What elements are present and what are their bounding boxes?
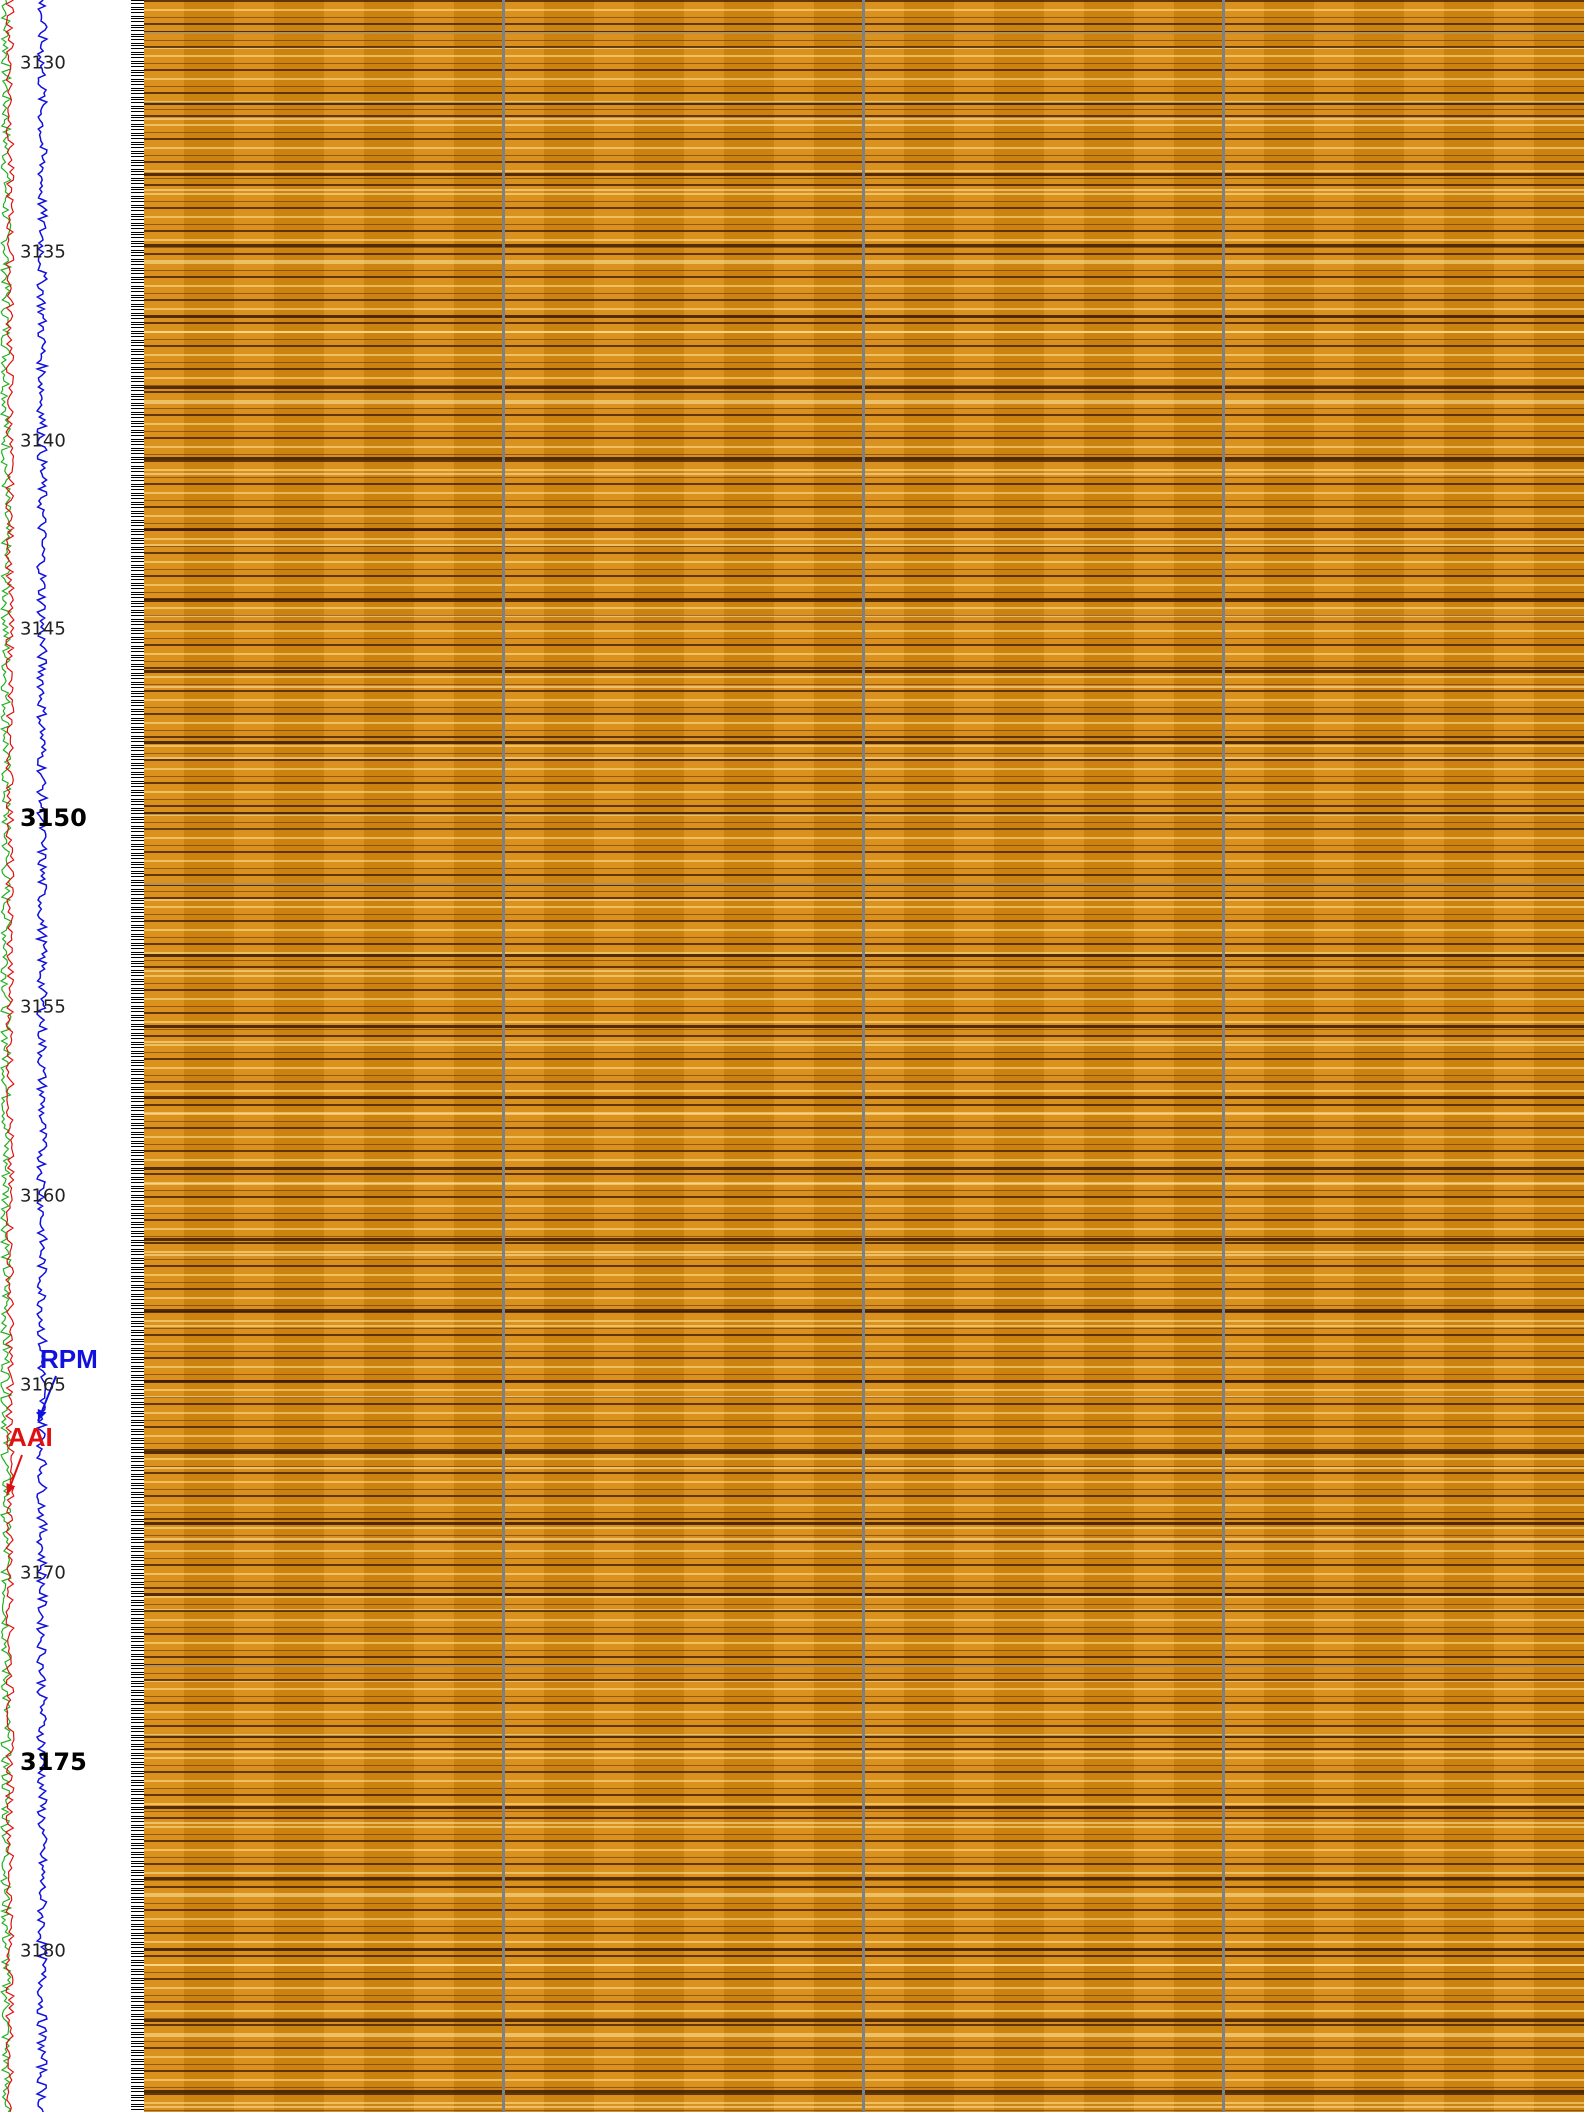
log-curve [4,0,16,2112]
depth-ruler [131,0,144,2112]
arrow-head [6,1483,16,1495]
arrows [6,1375,57,1496]
log-curve [34,0,50,2112]
separator [862,0,865,2112]
separator [1222,0,1225,2112]
depth-label: 3175 [20,1748,87,1777]
curve-track [0,0,50,2112]
depth-label: 3140 [20,430,66,452]
arrow-head [37,1409,47,1421]
depth-label: 3160 [20,1185,66,1207]
separator [502,0,505,2112]
depth-label: 3130 [20,52,66,74]
depth-label: 3170 [20,1562,66,1584]
depth-label: 3145 [20,618,66,640]
depth-label: 3155 [20,996,66,1018]
curve-label: RPM [40,1344,98,1374]
depth-label: 3135 [20,241,66,263]
depth-label: 3165 [20,1374,66,1396]
depth-label: 3180 [20,1940,66,1962]
curve-label: AAI [8,1422,53,1452]
depth-label: 3150 [20,804,87,833]
